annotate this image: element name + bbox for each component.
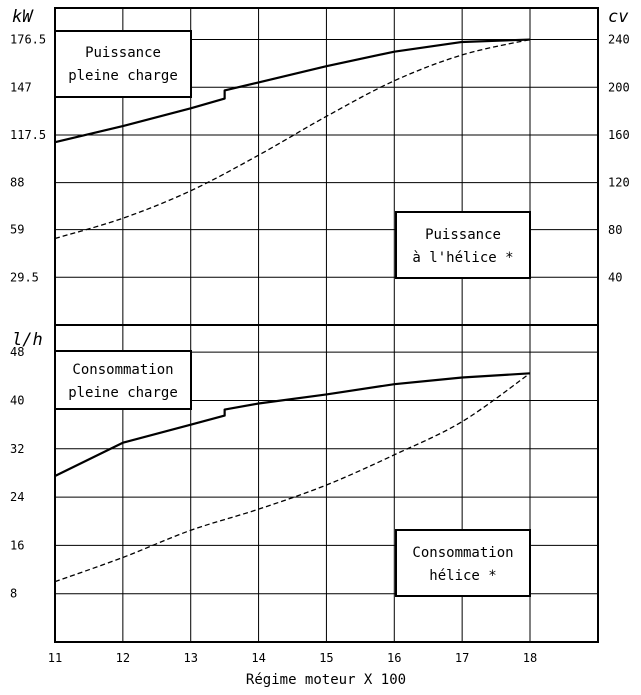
power-full-load-label: Puissance pleine charge: [54, 30, 192, 98]
power-y-tick-label: 176.5: [10, 33, 46, 47]
consumption-full-load-curve: [54, 372, 531, 477]
consumption-y-tick-label: 48: [10, 345, 24, 359]
x-tick-label: 12: [116, 651, 130, 665]
power-y-tick-label: 88: [10, 176, 24, 190]
consumption-y-tick-label: 40: [10, 393, 24, 407]
consumption-y-tick-label: 8: [10, 587, 17, 601]
consumption-propeller-curve: [54, 372, 531, 583]
power-y-tick-label: 147: [10, 80, 32, 94]
power-full-load-curve: [54, 38, 531, 144]
x-tick-label: 14: [251, 651, 265, 665]
consumption-full-load-label: Consommation pleine charge: [54, 350, 192, 410]
lh-unit-label: l/h: [12, 330, 43, 350]
power-right-tick-label: 40: [608, 270, 622, 284]
power-y-tick-label: 29.5: [10, 270, 39, 284]
power-y-tick-label: 59: [10, 223, 24, 237]
x-tick-label: 18: [523, 651, 537, 665]
consumption-propeller-label: Consommation hélice *: [395, 529, 531, 597]
x-tick-label: 16: [387, 651, 401, 665]
power-right-tick-label: 240: [608, 33, 630, 47]
power-propeller-line1: Puissance: [425, 227, 501, 243]
power-series: [54, 38, 531, 240]
consumption-axis: 8 16 24 32 40 48: [10, 345, 24, 601]
x-tick-label: 11: [48, 651, 62, 665]
consumption-series: [54, 372, 531, 583]
power-propeller-curve: [54, 38, 531, 240]
kw-unit-label: kW: [12, 7, 34, 27]
consumption-y-tick-label: 32: [10, 442, 24, 456]
power-full-load-line1: Puissance: [85, 45, 161, 61]
power-right-tick-label: 80: [608, 223, 622, 237]
power-propeller-line2: à l'hélice *: [412, 250, 513, 266]
consumption-y-tick-label: 16: [10, 538, 24, 552]
consumption-propeller-line2: hélice *: [429, 568, 496, 584]
power-y-tick-label: 117.5: [10, 128, 46, 142]
power-right-tick-label: 120: [608, 175, 630, 189]
consumption-y-tick-label: 24: [10, 490, 24, 504]
power-right-tick-label: 160: [608, 128, 630, 142]
power-propeller-label: Puissance à l'hélice *: [395, 211, 531, 279]
power-kw-axis: 29.5 59 88 117.5 147 176.5: [10, 33, 46, 285]
x-tick-label: 13: [183, 651, 197, 665]
x-tick-label: 17: [455, 651, 469, 665]
power-cv-axis: 40 80 120 160 200 240: [608, 33, 630, 285]
x-axis: 11 12 13 14 15 16 17 18: [48, 651, 537, 665]
cv-unit-label: cv: [608, 7, 629, 27]
consumption-full-load-line2: pleine charge: [68, 385, 178, 401]
consumption-propeller-line1: Consommation: [412, 545, 513, 561]
consumption-full-load-line1: Consommation: [72, 362, 173, 378]
power-right-tick-label: 200: [608, 80, 630, 94]
x-axis-label: Régime moteur X 100: [246, 672, 406, 688]
x-tick-label: 15: [319, 651, 333, 665]
power-full-load-line2: pleine charge: [68, 68, 178, 84]
